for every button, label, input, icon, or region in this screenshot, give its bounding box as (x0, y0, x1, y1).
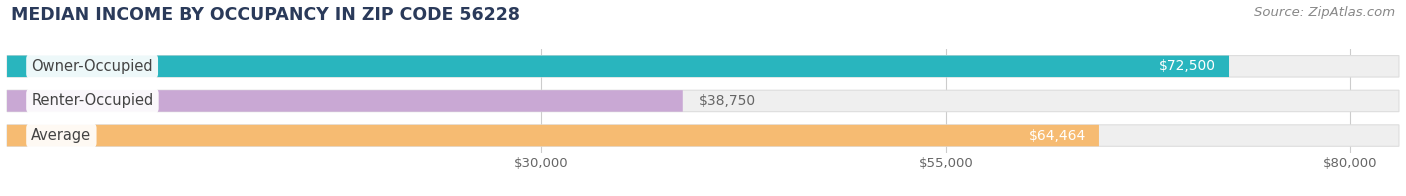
FancyBboxPatch shape (7, 125, 1099, 146)
FancyBboxPatch shape (7, 125, 1399, 146)
Text: Owner-Occupied: Owner-Occupied (31, 59, 153, 74)
Text: MEDIAN INCOME BY OCCUPANCY IN ZIP CODE 56228: MEDIAN INCOME BY OCCUPANCY IN ZIP CODE 5… (11, 6, 520, 24)
Text: $72,500: $72,500 (1159, 59, 1216, 73)
FancyBboxPatch shape (7, 56, 1399, 77)
FancyBboxPatch shape (7, 90, 1399, 112)
Text: $38,750: $38,750 (699, 94, 756, 108)
FancyBboxPatch shape (7, 56, 1229, 77)
Text: $64,464: $64,464 (1029, 129, 1085, 142)
Text: Renter-Occupied: Renter-Occupied (31, 93, 153, 108)
Text: Average: Average (31, 128, 91, 143)
FancyBboxPatch shape (7, 90, 683, 112)
Text: Source: ZipAtlas.com: Source: ZipAtlas.com (1254, 6, 1395, 19)
